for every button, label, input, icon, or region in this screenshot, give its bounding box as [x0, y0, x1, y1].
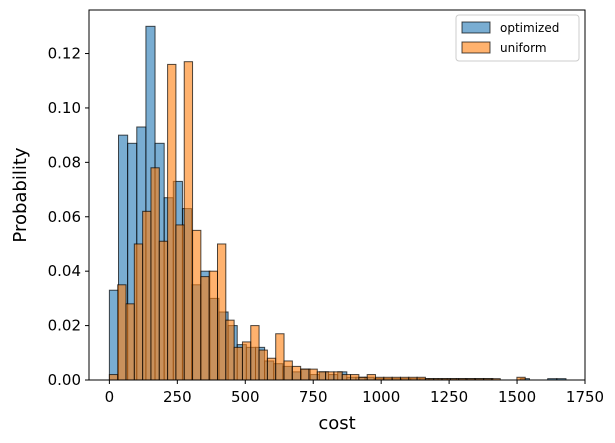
x-tick-label-1: 250	[163, 388, 192, 406]
bar-uniform-4	[142, 210, 152, 381]
y-axis-label: Probability	[10, 147, 31, 242]
bar-uniform-9	[183, 61, 194, 381]
legend-swatch-optimized	[461, 21, 491, 34]
bar-uniform-15	[233, 346, 243, 381]
plot-area-frame	[88, 9, 586, 381]
legend-swatch-uniform	[461, 41, 491, 54]
bar-uniform-20	[275, 333, 285, 381]
x-tick-label-6: 1500	[498, 388, 536, 406]
y-tick-label-4: 0.08	[48, 153, 81, 171]
bar-uniform-6	[158, 240, 169, 381]
legend: optimized uniform	[455, 14, 580, 62]
bar-uniform-21	[283, 360, 293, 381]
y-axis: 0.00 0.02 0.04 0.06 0.08 0.10 0.12	[48, 45, 89, 389]
bar-uniform-0	[108, 374, 119, 381]
y-tick-label-3: 0.06	[48, 208, 81, 226]
x-tick-label-0: 0	[105, 388, 115, 406]
bar-uniform-7	[167, 63, 177, 381]
x-tick-label-4: 1000	[362, 388, 400, 406]
bar-uniform-23	[300, 368, 310, 381]
bar-uniform-17	[250, 325, 260, 381]
bar-uniform-22	[291, 365, 302, 381]
bar-uniform-31	[366, 374, 377, 381]
x-tick-label-5: 1250	[430, 388, 468, 406]
bar-uniform-11	[200, 276, 210, 381]
bar-uniform-8	[175, 224, 185, 381]
bar-uniform-12	[208, 270, 218, 381]
bar-optimized-0	[108, 289, 120, 381]
x-axis: 0 250 500 750 1000 1250 1500 1750	[105, 380, 604, 406]
bar-uniform-19	[266, 357, 277, 381]
legend-label-uniform: uniform	[500, 41, 547, 55]
x-tick-label-3: 750	[299, 388, 328, 406]
bar-uniform-24	[308, 368, 318, 381]
bar-uniform-3	[133, 243, 144, 381]
bar-uniform-10	[192, 229, 202, 381]
bar-uniform-16	[241, 341, 252, 381]
y-tick-label-1: 0.02	[48, 317, 81, 335]
bar-uniform-27	[333, 371, 343, 381]
y-tick-label-0: 0.00	[48, 371, 81, 389]
series-uniform-bars	[108, 61, 526, 381]
bar-uniform-29	[350, 374, 360, 381]
bar-uniform-26	[325, 371, 335, 381]
bar-uniform-14	[225, 319, 235, 381]
y-tick-label-5: 0.10	[48, 99, 81, 117]
bar-uniform-28	[341, 374, 352, 381]
y-tick-label-6: 0.12	[48, 45, 81, 63]
x-tick-label-7: 1750	[566, 388, 604, 406]
bar-uniform-13	[216, 243, 227, 381]
x-tick-label-2: 500	[231, 388, 260, 406]
y-tick-label-2: 0.04	[48, 262, 81, 280]
bar-uniform-25	[316, 371, 327, 381]
bar-uniform-1	[117, 284, 127, 381]
bar-uniform-18	[258, 349, 268, 381]
bar-uniform-5	[150, 167, 160, 381]
legend-label-optimized: optimized	[500, 21, 559, 35]
bar-uniform-2	[125, 303, 135, 381]
x-axis-label: cost	[318, 413, 355, 434]
